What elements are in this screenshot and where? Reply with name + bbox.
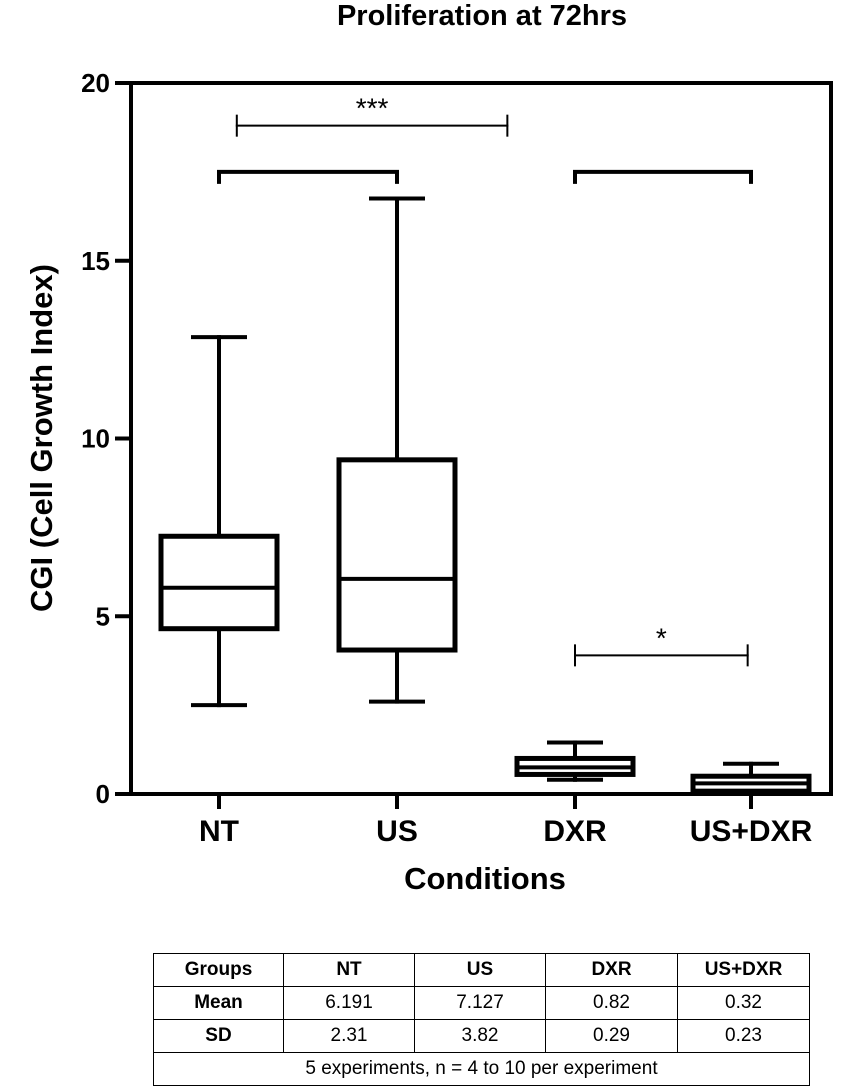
table-header-cell: NT <box>283 953 415 987</box>
y-tick-label: 5 <box>96 601 110 631</box>
y-axis: 0 5 10 15 20 <box>81 68 133 809</box>
box-us-dxr <box>690 761 812 796</box>
box-iqr <box>158 533 280 632</box>
table-cell: 0.23 <box>677 1019 810 1053</box>
y-tick-label: 15 <box>81 246 110 276</box>
box-dxr <box>514 740 636 782</box>
box-us <box>336 196 458 704</box>
table-cell: 2.31 <box>283 1019 415 1053</box>
table-cell: 7.127 <box>414 986 546 1020</box>
table-row-label: Mean <box>153 986 284 1020</box>
table-header-cell: US <box>414 953 546 987</box>
table-cell: 3.82 <box>414 1019 546 1053</box>
table-header-cell: Groups <box>153 953 284 987</box>
table-row-sd: SD 2.31 3.82 0.29 0.23 <box>153 1019 810 1053</box>
comparison-bracket <box>217 169 399 184</box>
table-row-label: SD <box>153 1019 284 1053</box>
table-cell: 0.32 <box>677 986 810 1020</box>
table-header-row: Groups NT US DXR US+DXR <box>153 953 810 987</box>
comparison-bracket <box>573 169 753 184</box>
table-footnote-row: 5 experiments, n = 4 to 10 per experimen… <box>153 1052 810 1086</box>
table-footnote: 5 experiments, n = 4 to 10 per experimen… <box>153 1052 810 1086</box>
x-tick-label: DXR <box>543 815 607 848</box>
plot-frame <box>129 81 833 796</box>
table-cell: 0.29 <box>545 1019 678 1053</box>
box-nt <box>158 335 280 708</box>
significance-label: *** <box>356 93 389 124</box>
y-tick-label: 20 <box>81 68 110 98</box>
table-cell: 6.191 <box>283 986 415 1020</box>
x-tick-label: US+DXR <box>690 815 813 848</box>
table-header-cell: DXR <box>545 953 678 987</box>
x-axis: NT US DXR US+DXR <box>199 792 813 848</box>
x-axis-label: Conditions <box>404 861 566 896</box>
summary-table: Groups NT US DXR US+DXR Mean 6.191 7.127… <box>153 953 810 1086</box>
box-plot-chart: Proliferation at 72hrs CGI (Cell Growth … <box>24 0 833 896</box>
y-tick-label: 0 <box>96 779 110 809</box>
y-tick-label: 10 <box>81 424 110 454</box>
x-tick-label: NT <box>199 815 239 848</box>
significance-label: * <box>656 622 667 653</box>
table-cell: 0.82 <box>545 986 678 1020</box>
table-header-cell: US+DXR <box>677 953 810 987</box>
box-iqr <box>336 457 458 653</box>
significance-annotations: **** <box>217 93 753 667</box>
table-row-mean: Mean 6.191 7.127 0.82 0.32 <box>153 986 810 1020</box>
x-tick-label: US <box>376 815 418 848</box>
box-series <box>158 196 812 796</box>
chart-title: Proliferation at 72hrs <box>337 0 627 32</box>
y-axis-label: CGI (Cell Growth Index) <box>24 264 59 612</box>
